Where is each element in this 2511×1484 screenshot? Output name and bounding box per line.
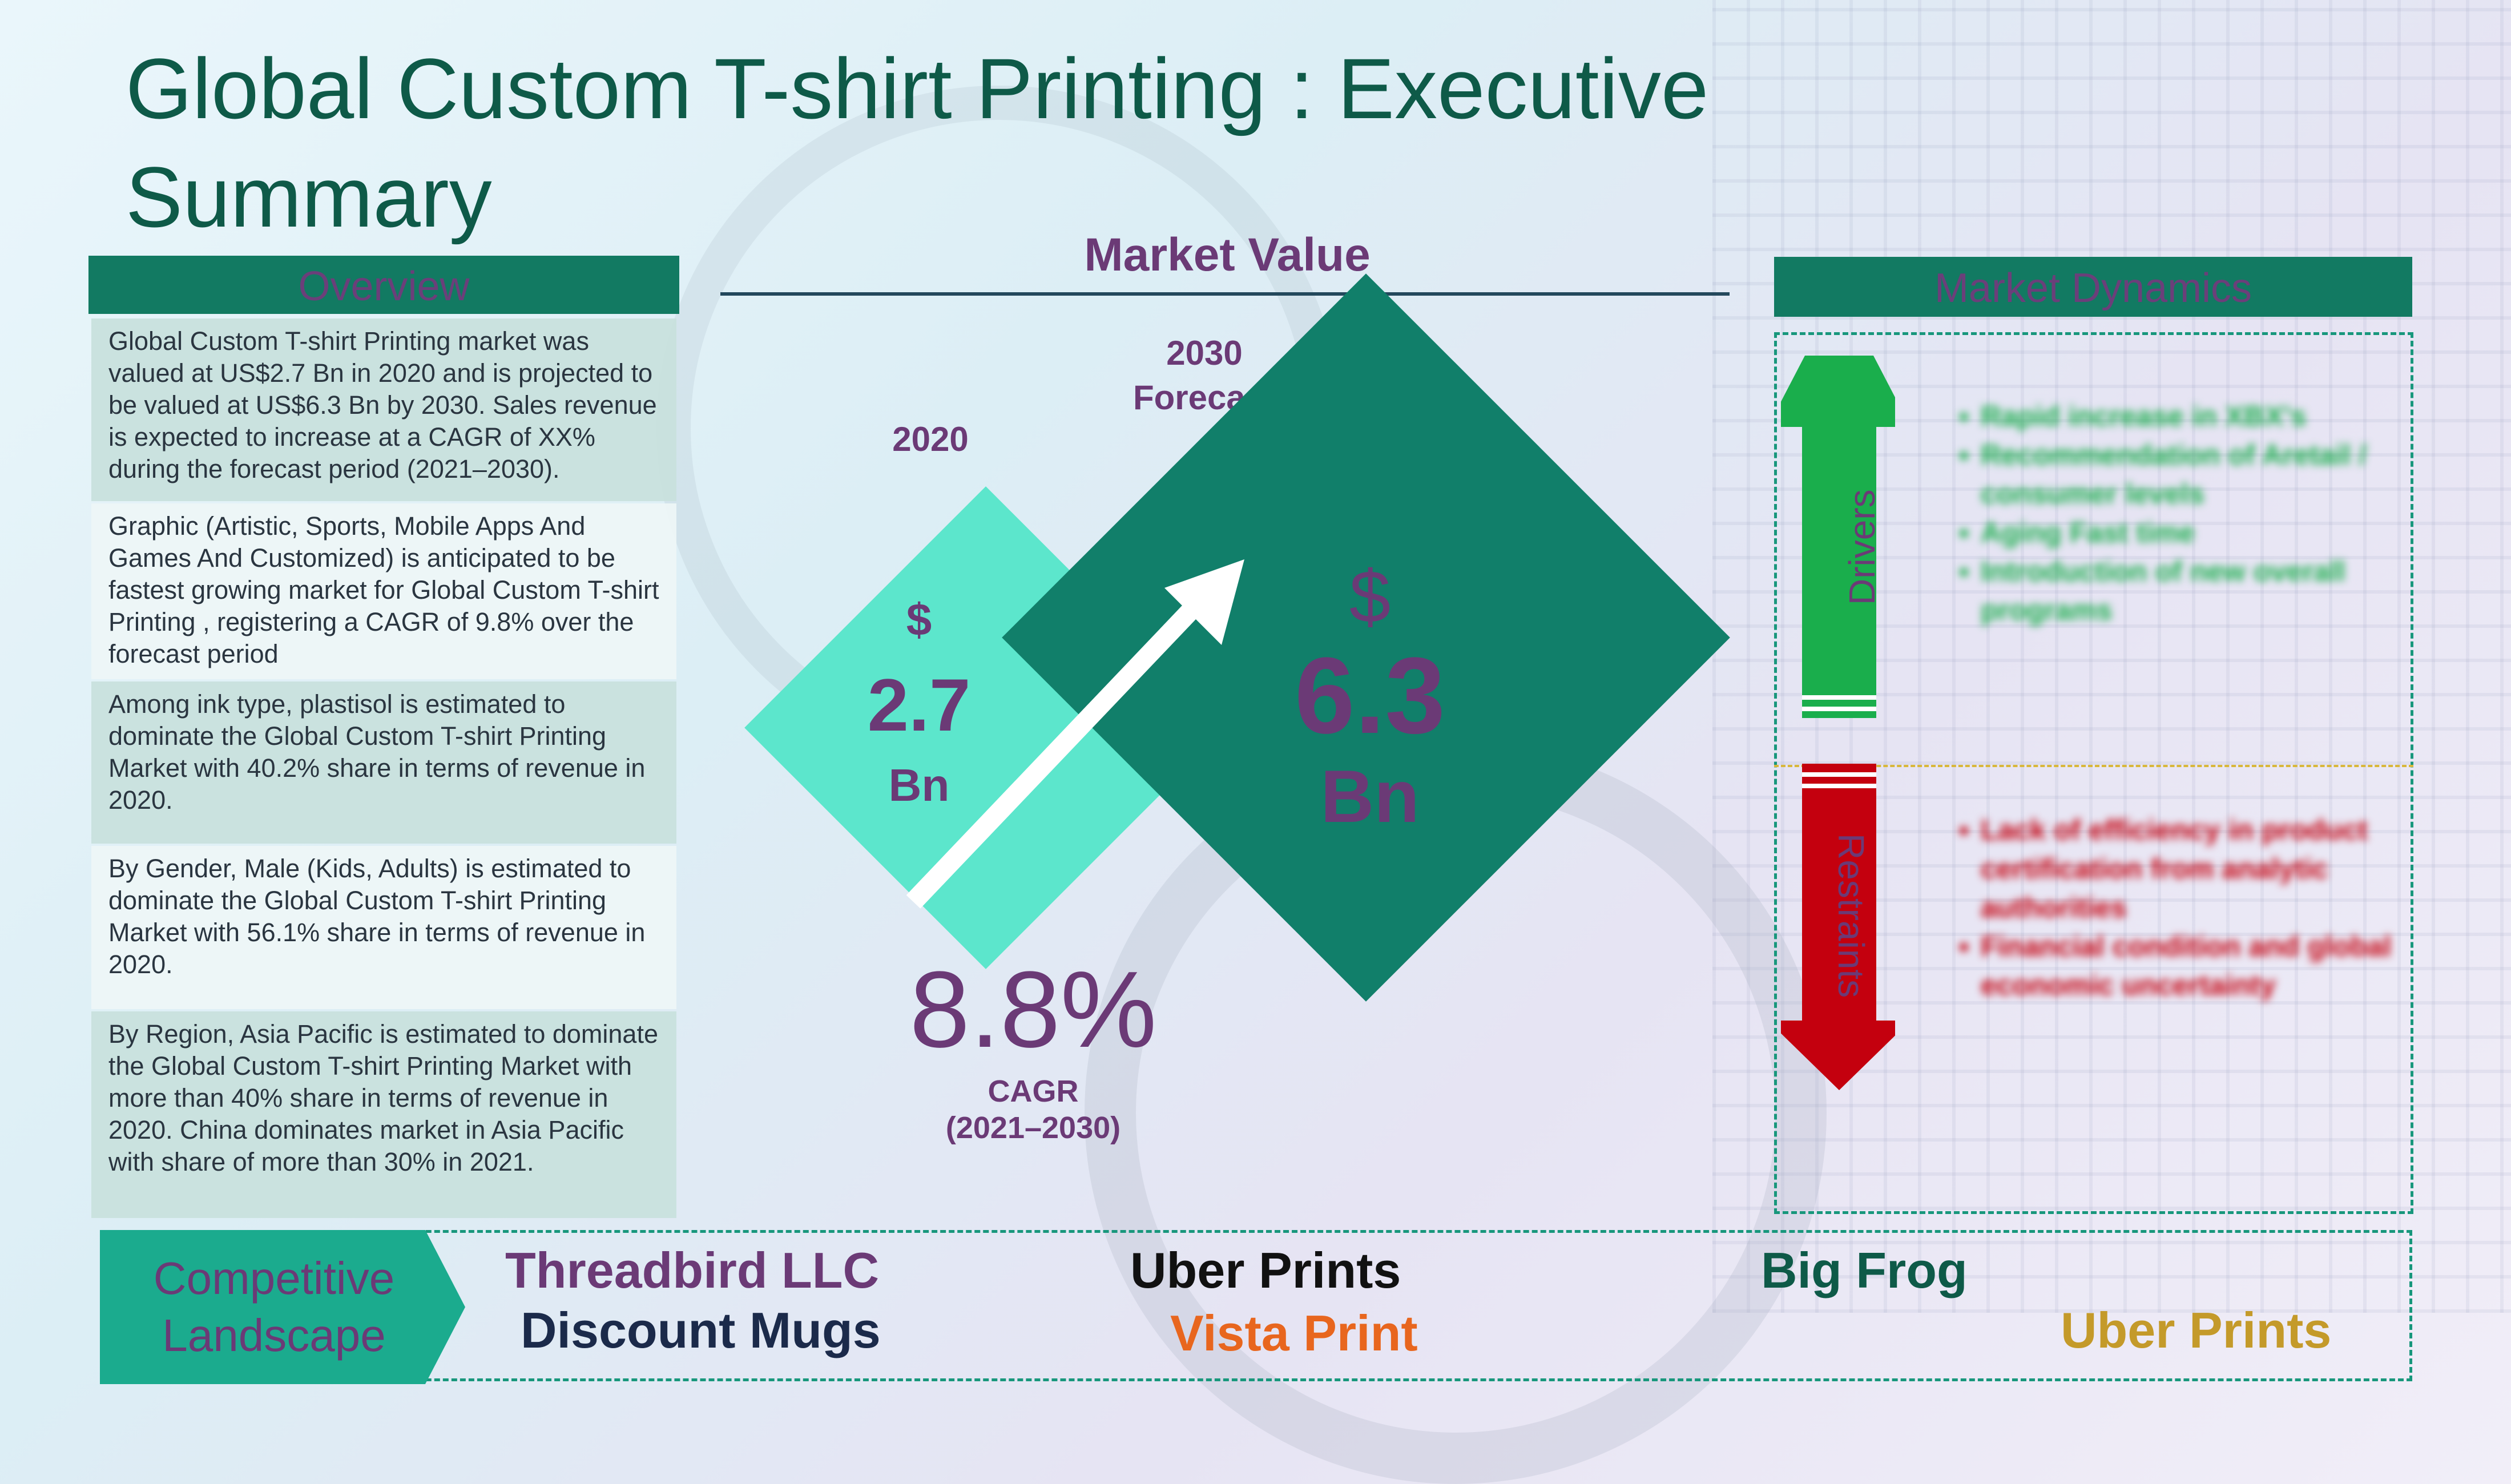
year-2020-label: 2020 xyxy=(892,420,969,458)
competitive-label-line2: Landscape xyxy=(162,1310,386,1361)
cagr-period: (2021–2030) xyxy=(945,1111,1121,1145)
overview-header: Overview xyxy=(88,256,679,314)
overview-item: Global Custom T-shirt Printing market wa… xyxy=(91,318,676,501)
driver-item: Introduction of new overall programs xyxy=(1981,552,2415,630)
market-dynamics-panel xyxy=(1774,332,2413,1214)
dynamics-arrows xyxy=(1781,356,1895,1090)
driver-item: Rapid increase in XBX's xyxy=(1981,397,2415,435)
company-name: Big Frog xyxy=(1761,1242,1968,1298)
cagr-label: CAGR xyxy=(988,1074,1079,1108)
restraints-list: Lack of efficiency in product certificat… xyxy=(1958,810,2403,1005)
company-name: Uber Prints xyxy=(1130,1242,1401,1298)
overview-item: Among ink type, plastisol is estimated t… xyxy=(91,681,676,844)
company-name: Vista Print xyxy=(1170,1305,1418,1361)
restraints-arrow-icon xyxy=(1802,764,1876,1049)
competitive-landscape-tag xyxy=(100,1230,465,1384)
company-name: Discount Mugs xyxy=(521,1302,881,1358)
value-2020-unit: Bn xyxy=(888,760,950,810)
drivers-list: Rapid increase in XBX's Recommendation o… xyxy=(1958,397,2415,630)
market-dynamics-header: Market Dynamics xyxy=(1774,257,2412,317)
driver-item: Aging Fast time xyxy=(1981,513,2415,552)
restraint-item: Financial condition and global economic … xyxy=(1981,927,2403,1005)
company-name: Uber Prints xyxy=(2061,1302,2332,1358)
page-title: Global Custom T-shirt Printing : Executi… xyxy=(126,41,1709,245)
company-name: Threadbird LLC xyxy=(505,1242,880,1298)
restraint-item: Lack of efficiency in product certificat… xyxy=(1981,810,2403,927)
cagr-value: 8.8% xyxy=(909,949,1157,1070)
value-2030-unit: Bn xyxy=(1320,755,1420,838)
value-2030-amount: 6.3 xyxy=(1294,635,1446,756)
overview-item: By Region, Asia Pacific is estimated to … xyxy=(91,1011,676,1218)
competitive-landscape-label: Competitive Landscape xyxy=(100,1250,448,1364)
value-2030-currency: $ xyxy=(1349,555,1391,638)
growth-arrow-icon xyxy=(906,559,1244,909)
market-value-divider xyxy=(720,292,1730,296)
overview-item: By Gender, Male (Kids, Adults) is estima… xyxy=(91,846,676,1009)
dynamics-divider xyxy=(1774,765,2413,767)
year-2030-value: 2030 xyxy=(1166,334,1243,372)
value-2020-currency: $ xyxy=(906,594,932,645)
drivers-arrow-icon xyxy=(1781,356,1895,427)
overview-item: Graphic (Artistic, Sports, Mobile Apps A… xyxy=(91,503,676,679)
drivers-label: Drivers xyxy=(1841,489,1883,605)
restraints-label: Restraints xyxy=(1831,833,1872,998)
cagr-caption: CAGR (2021–2030) xyxy=(890,1073,1176,1146)
market-value-title: Market Value xyxy=(1084,229,1371,281)
driver-item: Recommendation of Aretail / consumer lev… xyxy=(1981,435,2415,513)
value-2020-amount: 2.7 xyxy=(867,663,971,747)
competitive-label-line1: Competitive xyxy=(153,1253,395,1304)
